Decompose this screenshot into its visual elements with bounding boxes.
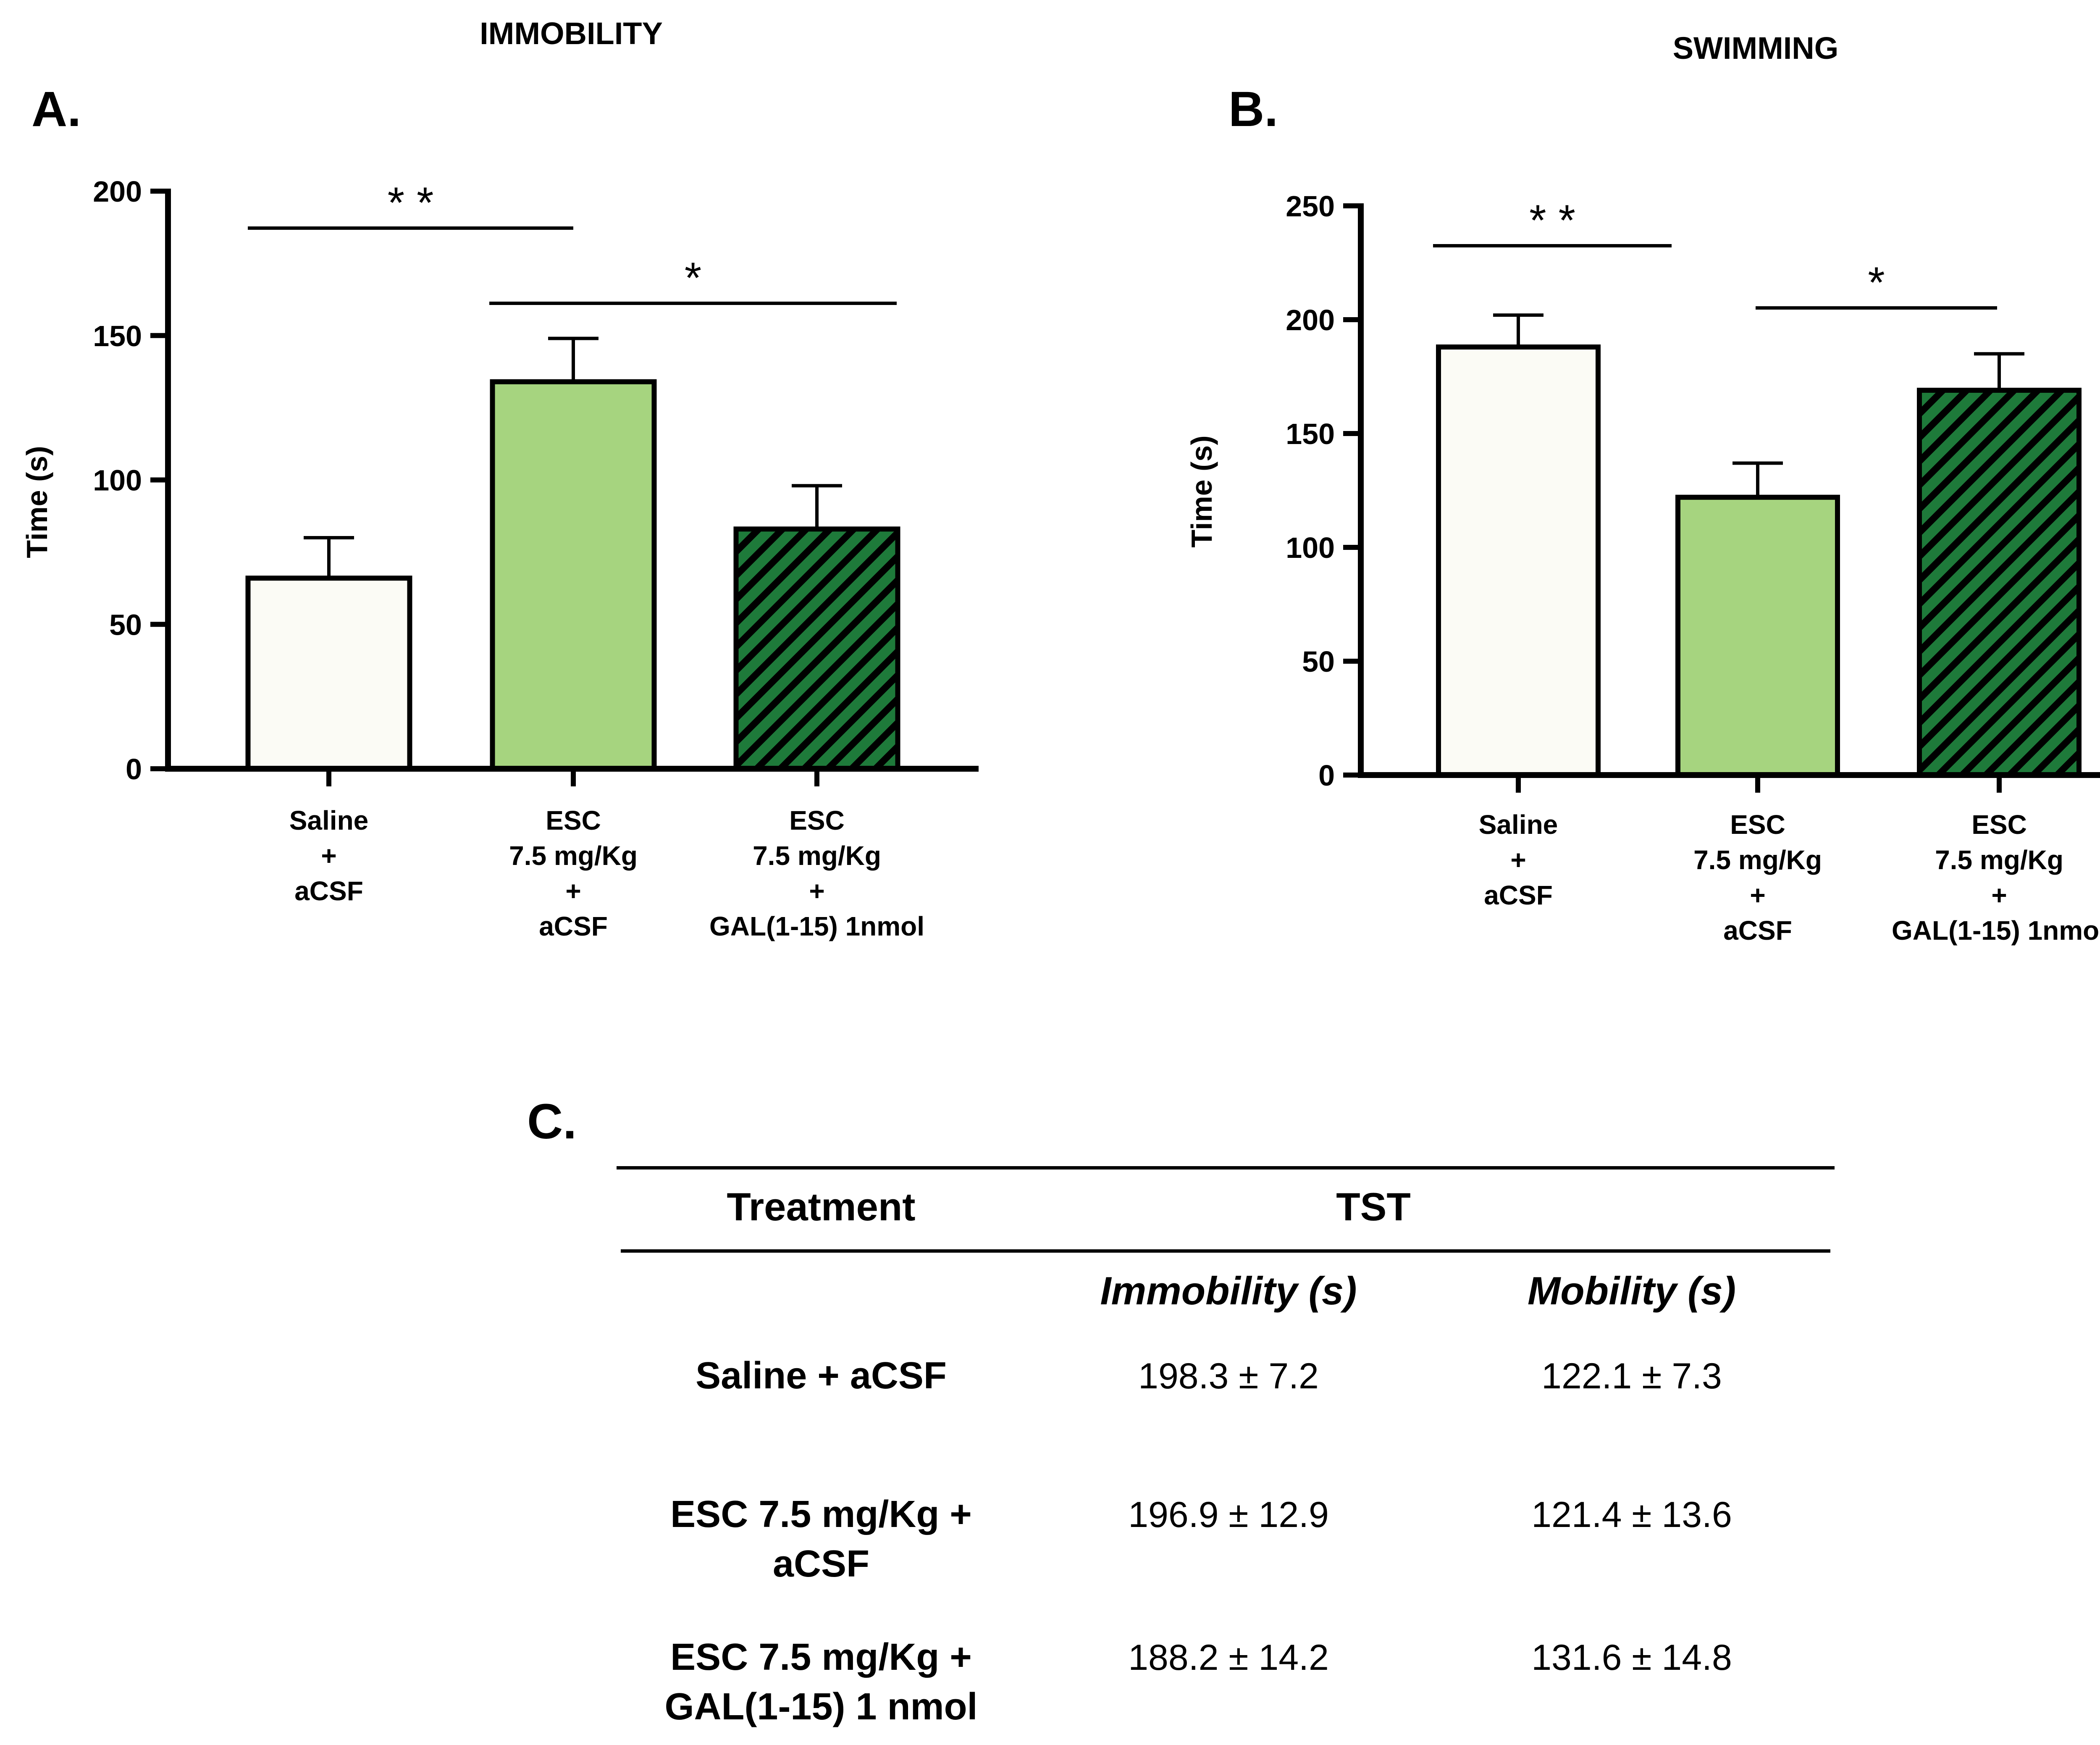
chart-immobility: A. IMMOBILITY Time (s) 0 50 100 150 200 * * *… xyxy=(21,16,979,941)
table-row-1-treatment: ESC 7.5 mg/Kg + aCSF xyxy=(670,1493,972,1585)
y-tick-label-0: 0 xyxy=(1318,759,1335,792)
y-tick-label-3: 150 xyxy=(93,320,142,352)
category-label-1: ESC 7.5 mg/Kg + aCSF xyxy=(509,805,638,941)
y-tick-label-5: 250 xyxy=(1286,190,1335,223)
panel-letter-a: A. xyxy=(32,81,81,137)
category-label-0: Saline + aCSF xyxy=(1479,809,1558,910)
y-tick-label-1: 50 xyxy=(1302,645,1335,678)
y-tick-label-2: 100 xyxy=(93,464,142,497)
category-label-2: ESC 7.5 mg/Kg + GAL(1-15) 1nmol xyxy=(709,805,924,941)
y-tick-label-2: 100 xyxy=(1286,531,1335,564)
y-axis-label-a: Time (s) xyxy=(21,446,53,558)
y-tick-label-0: 0 xyxy=(126,753,142,786)
table-row-0-immobility: 198.3 ± 7.2 xyxy=(1138,1356,1319,1396)
category-label-2: ESC 7.5 mg/Kg + GAL(1-15) 1nmol xyxy=(1892,809,2100,946)
table-subheader-immobility: Immobility (s) xyxy=(1100,1269,1357,1313)
bar-0 xyxy=(245,576,412,771)
table-row-2-immobility: 188.2 ± 14.2 xyxy=(1128,1637,1329,1678)
y-axis-label-b: Time (s) xyxy=(1185,435,1218,547)
chart-swimming: B. SWIMMING Time (s) 0 50 100 150 200 250 * *… xyxy=(1185,31,2100,946)
bar-1 xyxy=(1675,494,1840,778)
table-row-0-mobility: 122.1 ± 7.3 xyxy=(1541,1356,1722,1396)
panel-letter-b: B. xyxy=(1228,81,1278,137)
table-row-1-mobility: 121.4 ± 13.6 xyxy=(1531,1495,1732,1535)
chart-title-immobility: IMMOBILITY xyxy=(480,16,663,51)
bar-0 xyxy=(1436,344,1601,778)
table-header-treatment: Treatment xyxy=(727,1185,915,1229)
significance-label-0: * * xyxy=(1529,196,1575,245)
category-label-0: Saline + aCSF xyxy=(289,805,369,906)
table-row-0-treatment: Saline + aCSF xyxy=(696,1355,947,1397)
table-header-tst: TST xyxy=(1336,1185,1411,1229)
significance-label-0: * * xyxy=(388,179,434,227)
y-tick-label-1: 50 xyxy=(109,608,142,641)
table-row-2-mobility: 131.6 ± 14.8 xyxy=(1531,1637,1732,1678)
panel-letter-c: C. xyxy=(527,1094,577,1149)
category-label-1: ESC 7.5 mg/Kg + aCSF xyxy=(1693,809,1822,946)
y-tick-label-3: 150 xyxy=(1286,418,1335,450)
y-tick-label-4: 200 xyxy=(1286,304,1335,336)
chart-title-swimming: SWIMMING xyxy=(1673,31,1839,66)
table-row-2-treatment: ESC 7.5 mg/Kg + GAL(1-15) 1 nmol xyxy=(664,1636,977,1728)
bar-2 xyxy=(1917,388,2082,778)
summary-table: C. Treatment TST Immobility (s) Mobility… xyxy=(527,1094,1835,1728)
significance-label-1: * xyxy=(1868,258,1885,307)
y-tick-label-4: 200 xyxy=(93,175,142,208)
table-row-1-immobility: 196.9 ± 12.9 xyxy=(1128,1495,1329,1535)
table-subheader-mobility: Mobility (s) xyxy=(1528,1269,1736,1313)
bar-1 xyxy=(490,379,657,771)
bar-2 xyxy=(733,526,900,771)
significance-label-1: * xyxy=(685,254,701,302)
